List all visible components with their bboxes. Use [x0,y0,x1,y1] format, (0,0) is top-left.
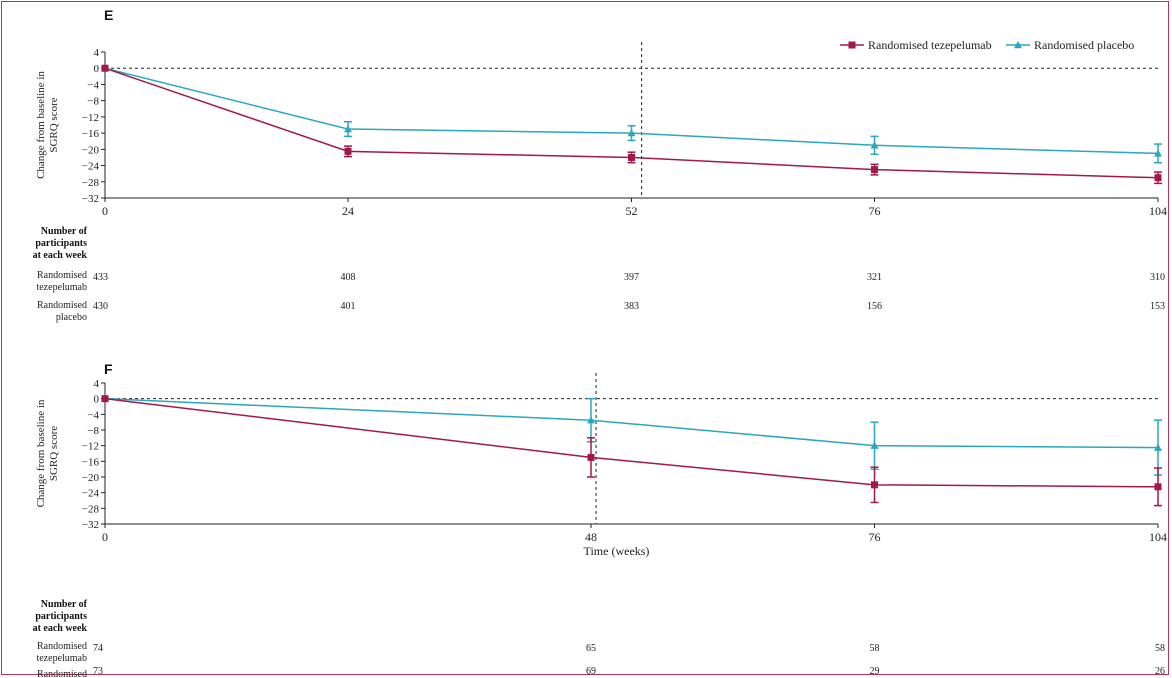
panel-f-xtick-label: 76 [869,530,881,544]
panel-f-row-label-tezepelumab: tezepelumab [36,653,87,664]
panel-e-letter: E [104,7,113,23]
legend-tezepelumab-label: Randomised tezepelumab [868,38,992,52]
panel-e-tezepelumab-point [871,166,878,174]
panel-f-count-placebo: 26 [1155,666,1165,677]
panel-f-letter: F [104,361,113,377]
panel-f-tezepelumab-point [1154,483,1162,491]
panel-e-row-label-tezepelumab: Randomised [37,270,87,281]
panel-e-ytick-label: 4 [94,47,100,59]
panel-f-placebo-point [1154,443,1162,451]
panel-e-ytick-label: −24 [82,161,100,173]
panel-f-ylabel-line2: SGRQ score [48,426,60,481]
panel-e-count-tezepelumab: 433 [93,272,108,283]
panel-f-xtick-label: 0 [102,530,108,544]
panel-e-ytick-label: −28 [82,177,100,189]
panel-e-count-placebo: 401 [341,301,356,312]
panel-f-tezepelumab-point [587,453,595,461]
panel-e-tezepelumab-point [1154,174,1162,182]
panel-f-ytick-label: −24 [82,488,100,500]
panel-f-table-title: at each week [33,623,88,634]
panel-f-ytick-label: −28 [82,503,100,515]
panel-f-ytick-label: 0 [94,394,100,406]
panel-e-row-label-placebo: Randomised [37,300,87,311]
panel-f-table-title: participants [35,611,87,622]
panel-e-xtick-label: 76 [869,204,881,218]
panel-f-count-tezepelumab: 58 [870,643,880,654]
panel-f-tezepelumab-point [101,395,109,403]
panel-f-placebo-line [104,397,1159,449]
panel-f-tezepelumab-line [104,397,1159,488]
panel-e-table-title: Number of [41,226,88,237]
panel-e-count-tezepelumab: 397 [624,272,639,283]
panel-f-ytick-label: −32 [82,519,99,531]
panel-f-row-label-tezepelumab: Randomised [37,641,87,652]
panel-e-count-tezepelumab: 321 [867,272,882,283]
panel-f-xtick-label: 104 [1149,530,1167,544]
panel-e-xtick-label: 24 [342,204,354,218]
panel-f-row-label-placebo: Randomised [37,669,87,678]
panel-e-ytick-label: −20 [82,144,100,156]
panel-f-count-tezepelumab: 65 [586,643,596,654]
panel-e-ytick-label: −32 [82,193,99,205]
panel-f-count-placebo: 29 [870,666,880,677]
panel-e-tezepelumab-point [344,147,352,155]
panel-f-count-placebo: 69 [586,666,596,677]
panel-f-xtick-label: 48 [585,530,597,544]
panel-f-ytick-label: −16 [82,456,100,468]
panel-e-tezepelumab-point [628,153,635,161]
panel-f-placebo-point [870,441,879,449]
panel-e-table-title: participants [35,238,87,249]
panel-e-xtick-label: 0 [102,204,108,218]
panel-e-count-tezepelumab: 408 [341,272,356,283]
panel-e-ytick-label: −12 [82,112,99,124]
panel-e-ytick-label: −8 [87,96,99,108]
panel-e-count-placebo: 153 [1150,301,1165,312]
panel-f-count-tezepelumab: 58 [1155,643,1165,654]
panel-e-placebo-point [870,141,879,149]
panel-e-xtick-label: 104 [1149,204,1167,218]
panel-e-ylabel-line2: SGRQ score [48,97,60,152]
legend-placebo-marker [1014,41,1022,49]
legend-placebo-label: Randomised placebo [1034,38,1134,52]
panel-e-placebo-point [344,125,352,133]
panel-f-ytick-label: −4 [87,409,99,421]
panel-f-ytick-label: −20 [82,472,100,484]
panel-e-row-label-tezepelumab: tezepelumab [36,282,87,293]
panel-e-count-tezepelumab: 310 [1150,272,1165,283]
panel-f-tezepelumab-point [871,481,878,489]
legend-tezepelumab-marker [848,41,856,49]
panel-e-placebo-point [627,129,636,137]
panel-f-count-placebo: 73 [93,666,103,677]
panel-e-ytick-label: 0 [94,63,100,75]
panel-f-placebo-point [587,416,595,424]
panel-e-count-placebo: 156 [867,301,882,312]
panel-e-count-placebo: 430 [93,301,108,312]
panel-f-count-tezepelumab: 74 [93,643,103,654]
panel-e-ytick-label: −16 [82,128,100,140]
panel-e-placebo-point [1154,149,1162,157]
panel-e-row-label-placebo: placebo [56,312,87,323]
panel-f-table-title: Number of [41,599,88,610]
panel-e-ylabel-line1: Change from baseline in [35,71,47,179]
panel-f-ylabel-line1: Change from baseline in [35,399,47,507]
panel-e-tezepelumab-point [101,64,109,72]
panel-e-ytick-label: −4 [87,79,99,91]
panel-f-ytick-label: 4 [94,378,100,390]
panel-e-xtick-label: 52 [626,204,638,218]
panel-f-xlabel: Time (weeks) [584,544,650,558]
panel-f-ytick-label: −8 [87,425,99,437]
panel-f-ytick-label: −12 [82,441,99,453]
panel-e-count-placebo: 383 [624,301,639,312]
panel-e-table-title: at each week [33,250,88,261]
